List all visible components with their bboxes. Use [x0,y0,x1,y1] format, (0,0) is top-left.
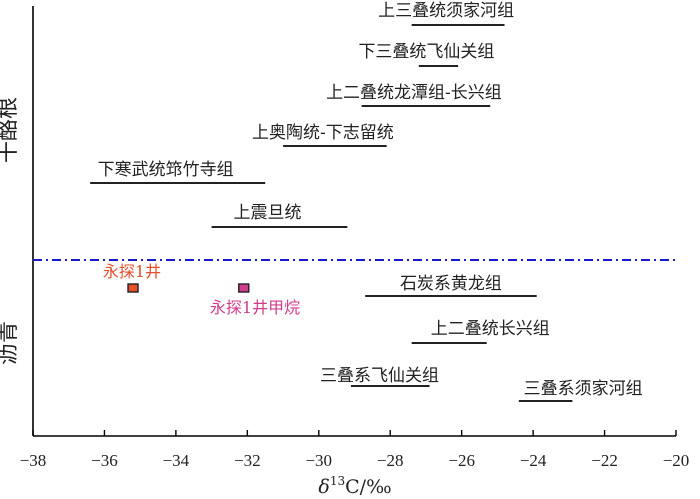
x-tick-label: −22 [591,451,618,470]
x-ticks: −38 −36 −34 −32 −30 −28 −26 −24 −22 −20 [20,430,690,470]
group-label: 沥青 [0,321,21,365]
range-label: 上二叠统长兴组 [431,319,550,339]
range-label: 下三叠统飞仙关组 [358,42,494,62]
sample-point-label: 永探1井 [103,262,161,281]
sample-point [238,283,250,293]
group-label: 干酪根 [0,97,21,163]
range-label: 三叠系飞仙关组 [320,366,439,386]
x-axis-label: δ13C/‰ [318,474,391,498]
range-label: 上二叠统龙潭组-长兴组 [326,83,502,103]
range-label: 上三叠统须家河组 [378,1,514,21]
x-tick-label: −34 [163,451,190,470]
x-tick-label: −30 [305,451,332,470]
x-tick-label: −32 [234,451,261,470]
range-label: 石炭系黄龙组 [400,274,502,294]
range-label: 上奥陶统-下志留统 [252,123,394,143]
range-bars [90,24,573,402]
x-tick-label: −20 [663,451,690,470]
axes [32,6,676,437]
x-tick-label: −28 [377,451,404,470]
x-tick-label: −38 [20,451,47,470]
range-labels: 上三叠统须家河组下三叠统飞仙关组上二叠统龙潭组-长兴组上奥陶统-下志留统下寒武统… [98,1,643,399]
sample-point-label: 永探1井甲烷 [210,298,300,317]
range-label: 三叠系须家河组 [524,379,643,399]
x-tick-label: −24 [520,451,547,470]
range-label: 下寒武统筇竹寺组 [98,160,234,180]
x-tick-label: −36 [91,451,118,470]
x-tick-label: −26 [448,451,475,470]
sample-point [127,283,139,293]
range-label: 上震旦统 [233,203,301,223]
